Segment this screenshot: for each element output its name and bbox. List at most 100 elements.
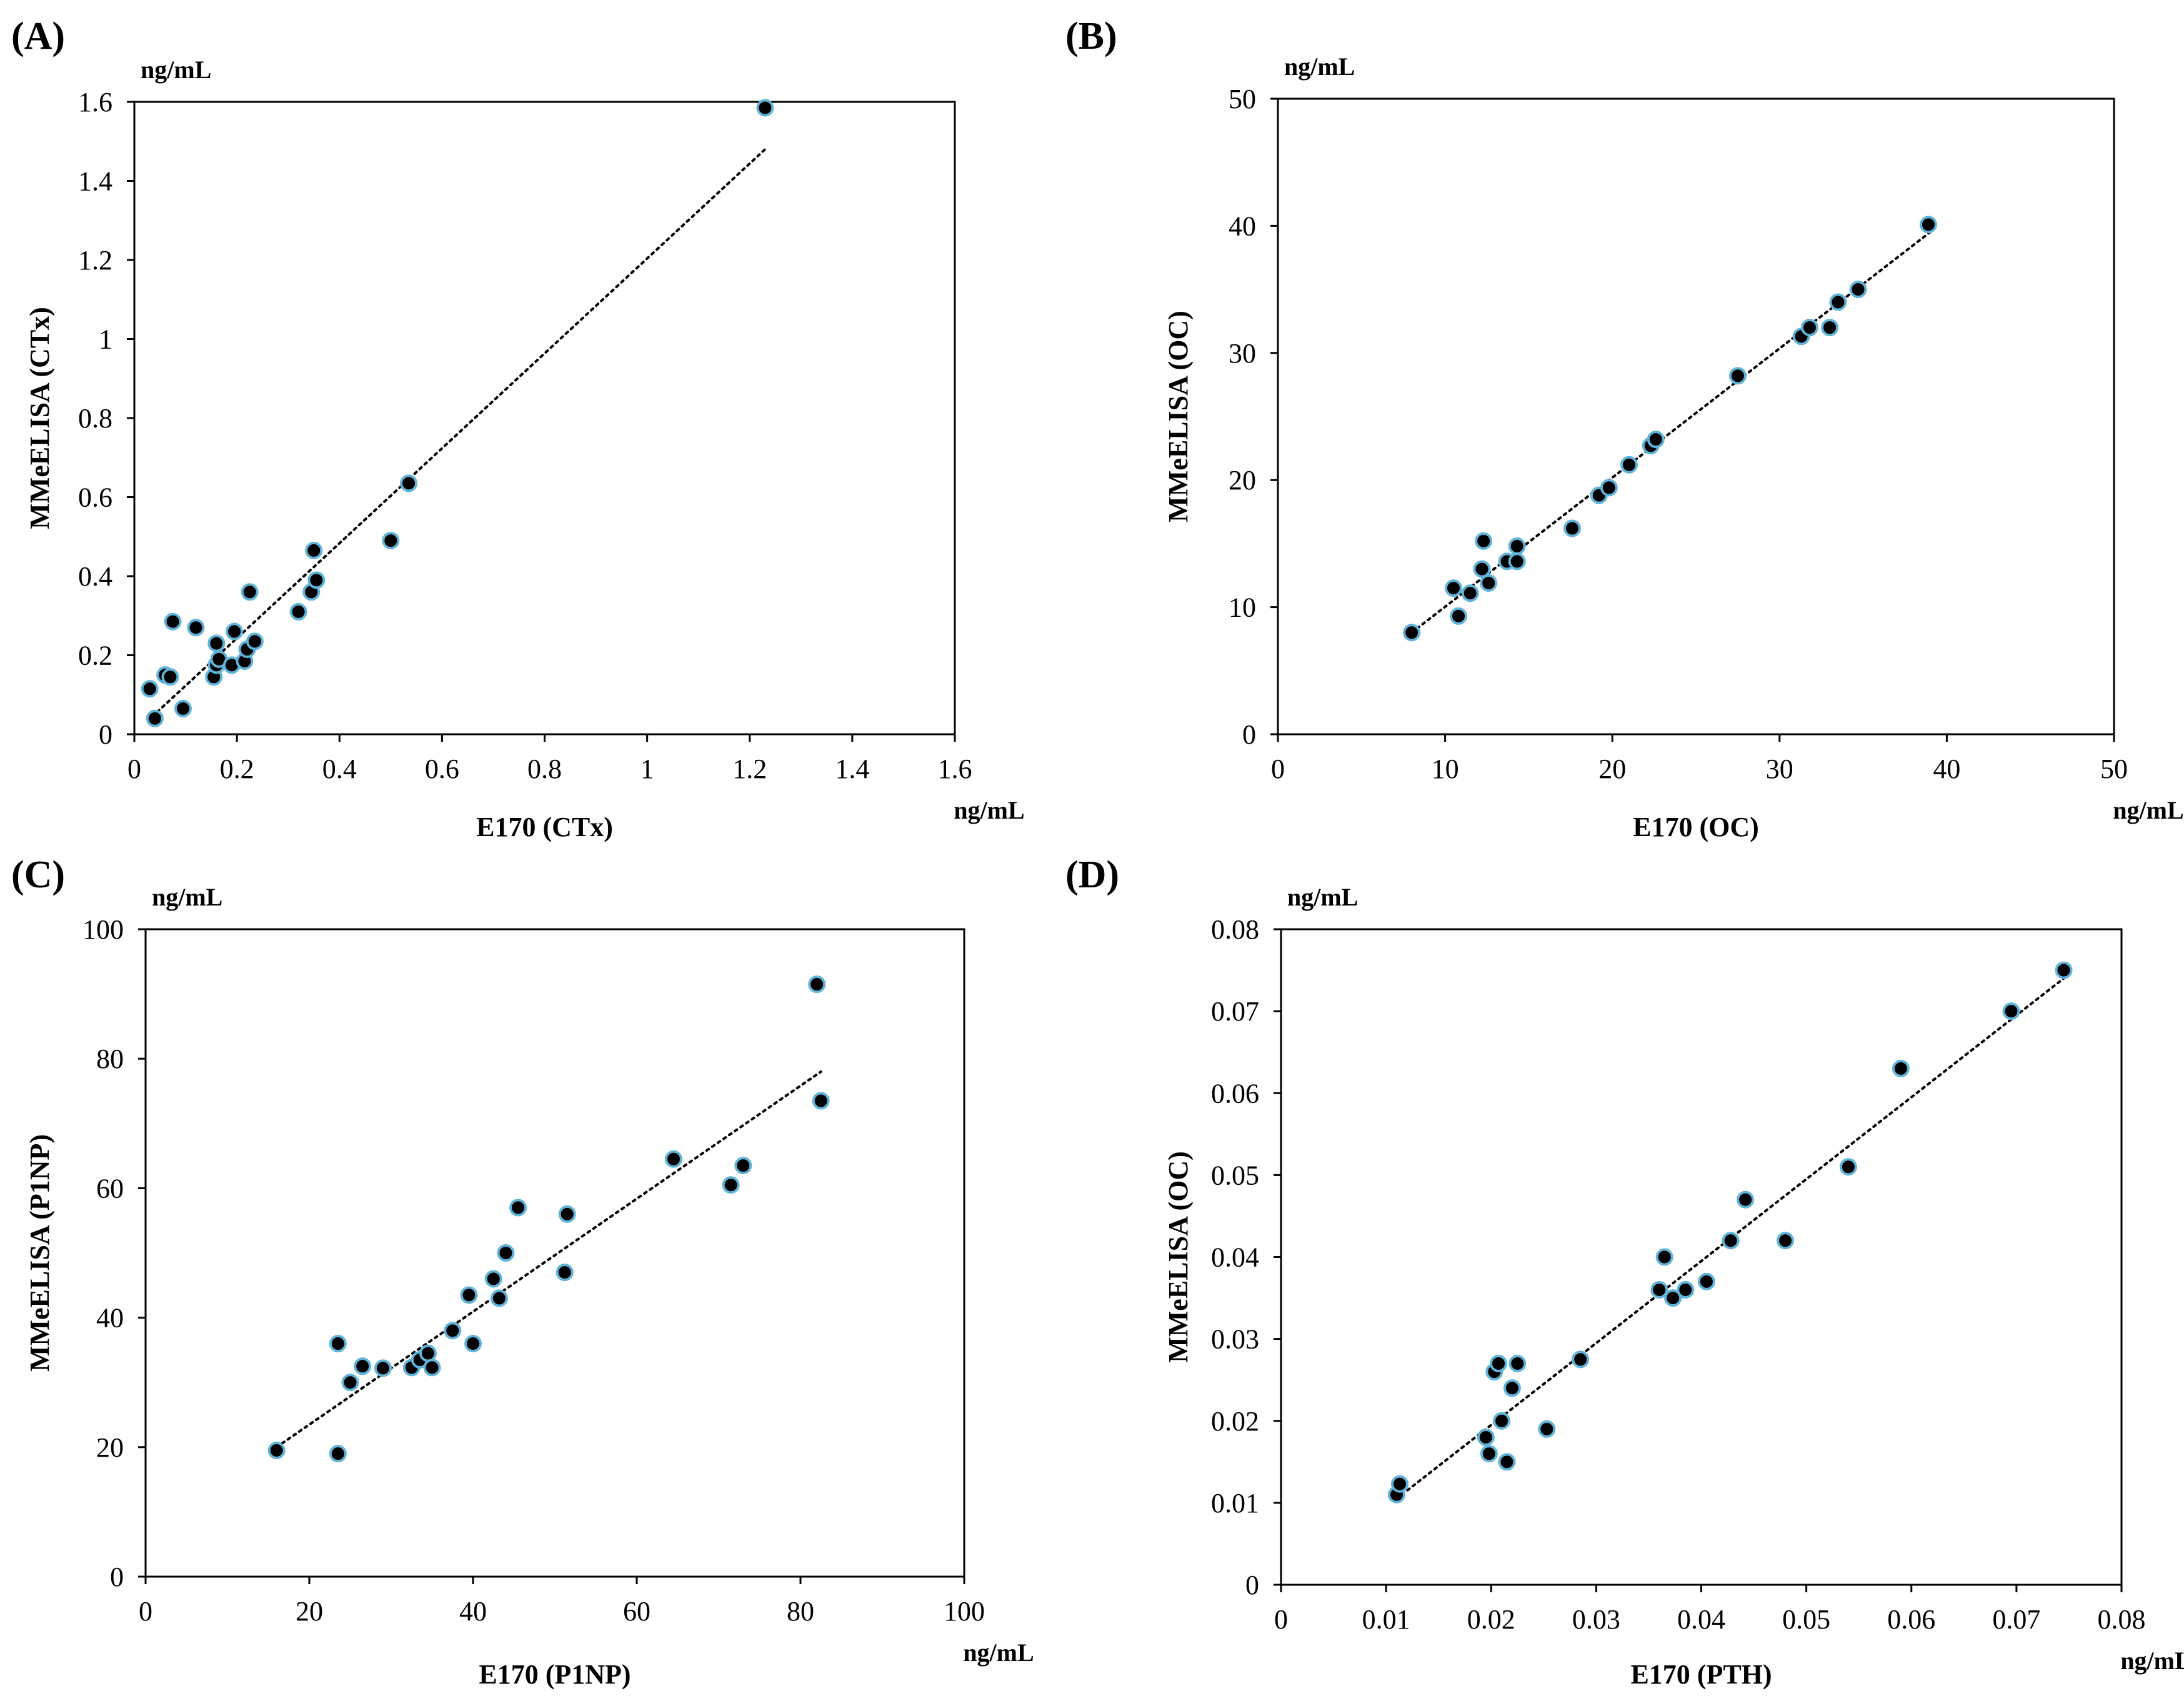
data-point — [1655, 1248, 1673, 1266]
data-point — [1697, 1272, 1715, 1290]
y-unit-label: ng/mL — [1287, 883, 1358, 911]
y-tick-label: 40 — [96, 1303, 124, 1334]
x-tick-label: 100 — [944, 1596, 985, 1627]
x-tick-label: 50 — [2100, 754, 2128, 784]
x-tick-label: 60 — [623, 1596, 651, 1627]
data-point — [1677, 1280, 1695, 1299]
data-point — [305, 541, 323, 559]
y-unit-label: ng/mL — [1284, 52, 1355, 81]
data-point — [1829, 293, 1847, 311]
y-tick-label: 1.6 — [78, 87, 112, 117]
y-tick-label: 0.03 — [1211, 1324, 1259, 1355]
x-unit-label: ng/mL — [963, 1639, 1034, 1667]
data-point — [556, 1264, 574, 1282]
y-tick-label: 0 — [1245, 1570, 1259, 1600]
data-point — [464, 1335, 482, 1353]
x-tick-label: 0.04 — [1677, 1604, 1725, 1635]
data-point — [484, 1270, 502, 1288]
y-tick-label: 0 — [110, 1562, 124, 1592]
x-tick-label: 40 — [459, 1596, 487, 1627]
data-point — [1480, 1445, 1498, 1463]
x-tick-label: 0.03 — [1572, 1604, 1620, 1635]
data-point — [187, 619, 205, 637]
data-point — [1480, 574, 1498, 592]
y-tick-label: 0.06 — [1211, 1078, 1259, 1109]
y-tick-label: 0.4 — [78, 561, 112, 592]
x-tick-label: 0.2 — [220, 754, 254, 784]
data-point — [664, 1150, 682, 1168]
x-tick-label: 0.01 — [1362, 1604, 1410, 1635]
data-point — [1475, 532, 1493, 550]
data-point — [141, 680, 159, 698]
data-point — [1473, 560, 1491, 578]
data-point — [1919, 216, 1937, 234]
data-point — [1538, 1420, 1556, 1438]
data-point — [207, 634, 226, 652]
data-point — [1508, 1354, 1527, 1372]
y-tick-label: 30 — [1229, 338, 1256, 369]
data-point — [1664, 1289, 1682, 1307]
data-point — [1722, 1232, 1740, 1250]
y-tick-label: 100 — [82, 914, 124, 945]
data-point — [1508, 537, 1526, 555]
y-tick-label: 1.4 — [78, 166, 112, 197]
x-axis-title: E170 (CTx) — [476, 812, 613, 842]
data-point — [382, 532, 400, 550]
x-tick-label: 20 — [1598, 754, 1626, 784]
plot-frame — [144, 928, 965, 1578]
data-point — [423, 1359, 441, 1377]
x-tick-label: 1.6 — [938, 754, 972, 784]
y-tick-label: 0 — [1242, 719, 1256, 750]
plot-frame — [1277, 97, 2115, 736]
data-point — [1444, 579, 1462, 597]
data-point — [490, 1289, 508, 1307]
x-tick-label: 40 — [1933, 754, 1960, 784]
data-point — [1600, 479, 1618, 497]
y-tick-label: 50 — [1229, 84, 1256, 114]
data-point — [1503, 1379, 1521, 1397]
x-tick-label: 0 — [1274, 1604, 1288, 1635]
x-unit-label: ng/mL — [2120, 1647, 2184, 1675]
y-axis-title: MMeELISA (OC) — [1163, 311, 1194, 522]
data-point — [756, 99, 774, 117]
data-point — [1572, 1350, 1590, 1369]
data-point — [374, 1359, 392, 1377]
data-point — [1461, 584, 1479, 602]
y-tick-label: 0.08 — [1211, 914, 1259, 945]
y-tick-label: 0.07 — [1211, 996, 1259, 1027]
data-point — [329, 1335, 347, 1353]
y-tick-label: 0.04 — [1211, 1242, 1259, 1273]
data-point — [307, 571, 326, 589]
trendline — [275, 1070, 822, 1449]
data-point — [1477, 1428, 1495, 1446]
data-point — [329, 1445, 347, 1463]
x-axis-title: E170 (P1NP) — [479, 1659, 631, 1690]
data-point — [444, 1322, 462, 1340]
y-tick-label: 10 — [1229, 592, 1256, 623]
data-point — [509, 1199, 527, 1217]
x-tick-label: 0.05 — [1782, 1604, 1830, 1635]
x-unit-label: ng/mL — [954, 796, 1024, 824]
data-point — [419, 1344, 437, 1362]
data-point — [289, 602, 307, 621]
x-tick-label: 0.6 — [425, 754, 459, 784]
x-tick-label: 1.2 — [732, 754, 767, 784]
data-point — [1821, 319, 1839, 337]
data-point — [2002, 1002, 2020, 1020]
y-tick-label: 0.8 — [78, 403, 112, 434]
panel-label: (D) — [1065, 854, 1119, 896]
trendline — [151, 147, 767, 718]
data-point — [161, 668, 179, 686]
data-point — [558, 1205, 576, 1223]
data-point — [1650, 1280, 1668, 1299]
data-point — [808, 975, 826, 994]
data-point — [341, 1374, 359, 1392]
chart-b: (B) ng/mL ng/mL 0 10 20 30 40 50 0 10 20 30 40 50 E170 … — [1065, 15, 2184, 842]
y-tick-label: 80 — [96, 1044, 124, 1074]
y-tick-label: 60 — [96, 1173, 124, 1204]
y-tick-label: 0.6 — [78, 482, 112, 513]
x-axis-title: E170 (PTH) — [1630, 1659, 1772, 1690]
y-axis-title: MMeELISA (P1NP) — [24, 1134, 55, 1372]
panel-label: (A) — [11, 15, 65, 57]
